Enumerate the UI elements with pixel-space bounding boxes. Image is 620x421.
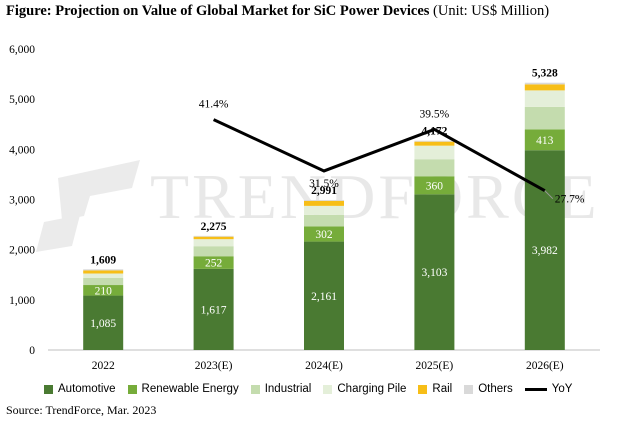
legend-item-renewable-energy: Renewable Energy (127, 383, 239, 395)
bar-industrial (83, 278, 124, 286)
bar-renewable-energy (304, 226, 344, 242)
bar-rail (193, 236, 234, 240)
yoy-data-label: 27.7% (555, 194, 585, 206)
bar-industrial (524, 106, 565, 130)
bar-others (304, 199, 344, 201)
data-label-automotive: 3,982 (532, 245, 558, 257)
total-label: 5,328 (532, 68, 558, 80)
bar-charging-pile (524, 90, 565, 107)
legend-line-swatch (524, 387, 547, 391)
x-tick-label: 2024(E) (305, 360, 343, 372)
bar-rail (524, 84, 565, 91)
data-label-renewable-energy: 252 (205, 258, 223, 270)
yoy-leader-line (544, 190, 554, 200)
legend-swatch (418, 384, 428, 394)
legend-swatch (250, 384, 260, 394)
data-label-renewable-energy: 413 (536, 135, 554, 147)
y-tick-label: 3,000 (9, 195, 35, 207)
bar-renewable-energy (83, 285, 124, 296)
legend-item-industrial: Industrial (250, 383, 312, 395)
y-tick-label: 5,000 (9, 94, 35, 106)
legend-label: Industrial (264, 383, 312, 395)
x-tick-label: 2022 (92, 360, 115, 372)
legend-label: Rail (432, 383, 453, 395)
bar-others (524, 82, 565, 85)
watermark-text: TRENDFORCE (150, 161, 600, 232)
chart-title: Figure: Projection on Value of Global Ma… (6, 3, 549, 20)
bar-automotive (193, 268, 234, 350)
trendforce-watermark: TRENDFORCE (36, 160, 600, 252)
x-tick-label: 2023(E) (195, 360, 233, 372)
bar-charging-pile (193, 239, 234, 247)
legend-label: YoY (551, 383, 573, 395)
bar-industrial (193, 246, 234, 257)
bar-renewable-energy (193, 256, 234, 269)
legend-label: Renewable Energy (141, 383, 239, 395)
bar-rail (304, 200, 344, 206)
bar-renewable-energy (414, 176, 455, 195)
yoy-line (212, 118, 546, 192)
bar-rail (83, 270, 124, 274)
y-tick-label: 1,000 (9, 295, 35, 307)
data-label-automotive: 2,161 (311, 291, 337, 303)
bar-others (83, 269, 124, 271)
total-label: 2,275 (201, 221, 227, 233)
y-tick-label: 6,000 (9, 44, 35, 56)
bar-industrial (304, 214, 344, 227)
bar-automotive (414, 194, 455, 350)
chart-title-main: Figure: Projection on Value of Global Ma… (6, 3, 430, 19)
yoy-data-label: 31.5% (309, 178, 339, 190)
x-tick-label: 2025(E) (416, 360, 454, 372)
data-label-renewable-energy: 302 (315, 229, 333, 241)
yoy-data-label: 39.5% (420, 108, 450, 120)
bar-automotive (83, 295, 124, 350)
total-label: 1,609 (90, 254, 116, 266)
legend-item-charging-pile: Charging Pile (323, 383, 406, 395)
bar-industrial (414, 159, 455, 177)
chart-title-unit: (Unit: US$ Million) (433, 3, 550, 19)
legend-swatch (464, 384, 474, 394)
legend-swatch (323, 384, 333, 394)
total-label: 2,991 (311, 185, 337, 197)
legend-swatch (127, 384, 137, 394)
bar-charging-pile (304, 205, 344, 215)
bar-charging-pile (414, 145, 455, 160)
yoy-data-label: 41.4% (199, 99, 229, 111)
legend-item-automotive: Automotive (44, 383, 116, 395)
data-label-automotive: 1,617 (201, 304, 227, 316)
legend-swatch (44, 384, 53, 394)
legend-item-yoy: YoY (524, 383, 573, 395)
x-tick-label: 2026(E) (526, 360, 564, 372)
legend-label: Charging Pile (337, 383, 407, 395)
legend-item-rail: Rail (418, 383, 452, 395)
y-tick-label: 4,000 (9, 144, 35, 156)
data-label-automotive: 3,103 (421, 267, 447, 279)
source-note: Source: TrendForce, Mar. 2023 (6, 403, 157, 417)
legend: Automotive Renewable Energy Industrial Char… (44, 383, 584, 395)
data-label-renewable-energy: 360 (426, 180, 444, 192)
legend-label: Automotive (58, 383, 116, 395)
bar-others (193, 235, 234, 237)
bar-rail (414, 141, 455, 146)
legend-item-others: Others (464, 383, 513, 395)
data-label-renewable-energy: 210 (95, 285, 113, 297)
bar-others (414, 140, 455, 142)
data-label-automotive: 1,085 (90, 318, 116, 330)
bar-automotive (304, 241, 344, 350)
legend-label: Others (478, 383, 513, 395)
bar-renewable-energy (524, 129, 565, 151)
bar-charging-pile (83, 273, 124, 279)
y-tick-label: 0 (29, 345, 35, 357)
y-tick-label: 2,000 (9, 245, 35, 257)
